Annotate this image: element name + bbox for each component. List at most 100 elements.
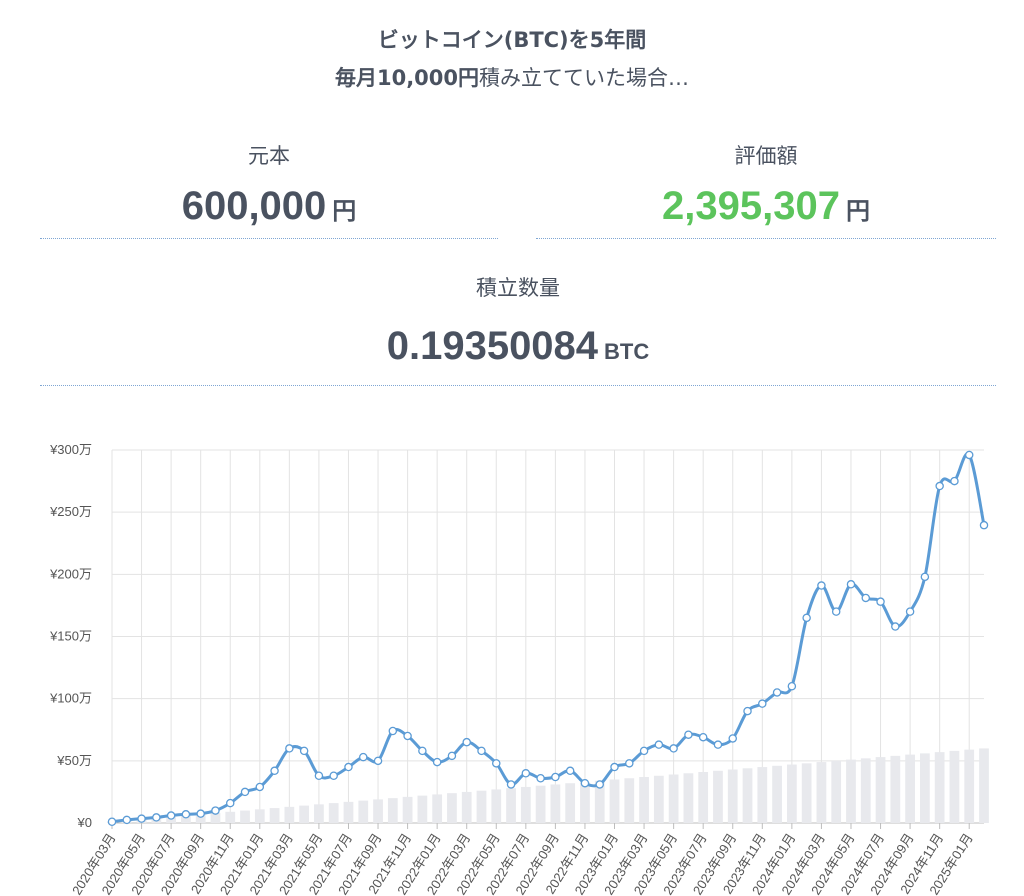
principal-bar xyxy=(964,749,975,823)
principal-bar xyxy=(609,779,620,823)
principal-bar xyxy=(860,758,871,823)
principal-bar xyxy=(698,772,709,823)
valuation-point xyxy=(565,766,575,776)
valuation-point xyxy=(299,746,309,756)
valuation-point xyxy=(418,746,427,756)
valuation-point xyxy=(979,520,989,530)
valuation-value-row: 2,395,307 円 xyxy=(536,184,996,229)
principal-bar xyxy=(506,788,516,823)
principal-bar xyxy=(979,748,989,823)
valuation-point xyxy=(181,810,191,819)
principal-bar xyxy=(580,781,590,823)
valuation-point xyxy=(580,778,590,788)
valuation-label: 評価額 xyxy=(734,144,798,168)
valuation-point xyxy=(196,809,205,818)
principal-bar xyxy=(343,801,354,823)
valuation-point xyxy=(935,481,944,491)
valuation-point xyxy=(521,769,531,778)
y-tick-label: ¥50万 xyxy=(56,753,92,768)
valuation-point xyxy=(595,780,604,789)
principal-bar xyxy=(594,780,605,823)
principal-bar xyxy=(934,752,945,823)
valuation-point xyxy=(344,762,353,772)
principal-bar xyxy=(476,790,487,823)
y-tick-label: ¥0 xyxy=(77,815,92,830)
principal-bar xyxy=(328,803,339,823)
valuation-unit: 円 xyxy=(845,197,870,225)
principal-value-row: 600,000 円 xyxy=(40,184,498,229)
valuation-point xyxy=(536,773,545,783)
principal-stat: 元本 600,000 円 xyxy=(40,140,498,229)
principal-bar xyxy=(447,793,457,823)
valuation-point xyxy=(817,581,826,590)
valuation-point xyxy=(698,732,708,742)
principal-bar xyxy=(520,786,531,823)
principal-bar xyxy=(772,765,782,823)
principal-label: 元本 xyxy=(248,144,290,168)
valuation-point xyxy=(255,782,265,792)
principal-bar xyxy=(402,796,413,823)
principal-bar xyxy=(816,762,827,823)
principal-value: 600,000 xyxy=(181,184,327,228)
principal-divider xyxy=(40,238,498,239)
valuation-point xyxy=(285,744,294,753)
principal-bar xyxy=(535,785,546,823)
valuation-point xyxy=(225,798,235,808)
valuation-point xyxy=(861,593,871,603)
principal-bar xyxy=(254,809,265,823)
valuation-point xyxy=(950,476,959,486)
valuation-point xyxy=(846,580,856,589)
valuation-point xyxy=(270,766,279,776)
valuation-point xyxy=(625,759,634,768)
valuation-point xyxy=(728,734,737,743)
principal-bar xyxy=(195,814,206,823)
quantity-label: 積立数量 xyxy=(476,276,560,300)
y-tick-label: ¥200万 xyxy=(49,566,92,581)
quantity-value: 0.19350084 xyxy=(386,324,599,368)
principal-bar xyxy=(757,767,768,823)
y-tick-label: ¥100万 xyxy=(49,691,92,706)
valuation-point xyxy=(639,746,649,756)
valuation-divider xyxy=(536,238,996,239)
valuation-point xyxy=(462,737,471,747)
valuation-point xyxy=(787,681,797,691)
valuation-point xyxy=(492,759,501,768)
y-tick-label: ¥300万 xyxy=(49,442,92,457)
y-tick-label: ¥250万 xyxy=(49,504,92,519)
principal-bar xyxy=(668,774,679,823)
valuation-point xyxy=(403,731,412,741)
headline-monthly-amount: 毎月10,000円 xyxy=(334,66,480,90)
principal-bar xyxy=(875,757,886,823)
principal-bar xyxy=(358,800,369,823)
valuation-point xyxy=(359,752,368,762)
principal-unit: 円 xyxy=(332,197,357,225)
principal-bar xyxy=(491,789,502,823)
principal-bar xyxy=(624,778,635,823)
quantity-unit: BTC xyxy=(604,339,650,364)
principal-bar xyxy=(181,815,191,823)
valuation-point xyxy=(551,772,560,782)
valuation-point xyxy=(373,756,383,766)
quantity-value-row: 0.19350084 BTC xyxy=(40,324,996,369)
valuation-point xyxy=(920,572,930,582)
accumulation-chart: ¥0¥50万¥100万¥150万¥200万¥250万¥300万2020年03月2… xyxy=(49,442,989,896)
valuation-point xyxy=(314,771,324,781)
valuation-point xyxy=(758,699,767,708)
valuation-point xyxy=(964,450,974,460)
principal-bar xyxy=(269,808,280,823)
valuation-stat: 評価額 2,395,307 円 xyxy=(536,140,996,229)
principal-bar xyxy=(225,811,236,823)
principal-bar xyxy=(713,770,723,823)
principal-bar xyxy=(432,794,443,823)
valuation-point xyxy=(684,730,693,739)
principal-bar xyxy=(742,768,753,823)
principal-bar xyxy=(210,813,221,823)
quantity-divider xyxy=(40,385,996,386)
valuation-point xyxy=(107,817,117,827)
valuation-point xyxy=(713,740,723,749)
principal-bar xyxy=(846,759,856,823)
principal-bar xyxy=(727,769,738,823)
principal-bar xyxy=(373,799,383,823)
valuation-point xyxy=(240,787,250,797)
principal-bar xyxy=(801,763,812,823)
